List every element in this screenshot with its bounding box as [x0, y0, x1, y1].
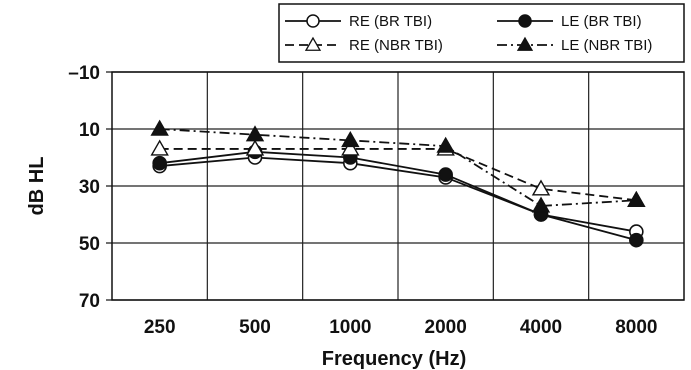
y-axis-label: dB HL — [26, 157, 48, 216]
x-tick-label: 8000 — [615, 317, 657, 338]
y-tick-label: 10 — [79, 120, 100, 141]
x-tick-label: 2000 — [425, 317, 467, 338]
data-point — [531, 196, 551, 213]
x-tick-label: 500 — [239, 317, 271, 338]
series-line — [159, 128, 637, 207]
series-line — [159, 156, 637, 233]
data-point — [152, 155, 167, 171]
y-tick-label: 70 — [79, 291, 100, 312]
y-tick-label: 30 — [79, 177, 100, 198]
x-tick-label: 4000 — [520, 317, 562, 338]
legend: RE (BR TBI) LE (BR TBI) RE (NBR TBI) LE (NB… — [278, 3, 685, 63]
y-tick-label: –10 — [68, 63, 100, 84]
data-point — [150, 119, 169, 136]
legend-item: RE (BR TBI) — [285, 13, 432, 30]
legend-swatch-marker — [518, 14, 532, 28]
legend-item: LE (NBR TBI) — [497, 36, 652, 54]
legend-label: LE (BR TBI) — [561, 13, 642, 30]
legend-item: RE (NBR TBI) — [285, 36, 443, 54]
y-tick-labels: –10 10 30 50 70 — [68, 63, 112, 312]
data-point — [627, 190, 646, 207]
legend-label: RE (NBR TBI) — [349, 37, 443, 54]
x-tick-labels: 250 500 1000 2000 4000 8000 — [144, 317, 658, 338]
series-line — [159, 148, 637, 202]
legend-item: LE (BR TBI) — [497, 13, 642, 30]
data-point — [531, 179, 551, 196]
grid — [112, 71, 684, 301]
series-group — [150, 119, 646, 248]
data-point — [629, 232, 644, 248]
legend-label: RE (BR TBI) — [349, 13, 432, 30]
legend-swatch-marker — [304, 36, 322, 51]
legend-swatch-marker — [306, 14, 320, 28]
series-line — [159, 150, 637, 242]
data-point — [438, 167, 453, 182]
data-point — [245, 139, 265, 156]
data-point — [436, 136, 455, 153]
legend-label: LE (NBR TBI) — [561, 37, 652, 54]
data-point — [245, 125, 265, 142]
legend-swatch-marker — [516, 36, 534, 51]
x-axis-label: Frequency (Hz) — [322, 348, 466, 370]
series-4 — [150, 119, 646, 213]
data-point — [341, 139, 360, 156]
x-tick-label: 250 — [144, 317, 176, 338]
y-tick-label: 50 — [79, 234, 100, 255]
legend-box — [278, 3, 685, 63]
data-point — [341, 130, 360, 148]
x-tick-label: 1000 — [329, 317, 371, 338]
data-point — [150, 139, 169, 156]
